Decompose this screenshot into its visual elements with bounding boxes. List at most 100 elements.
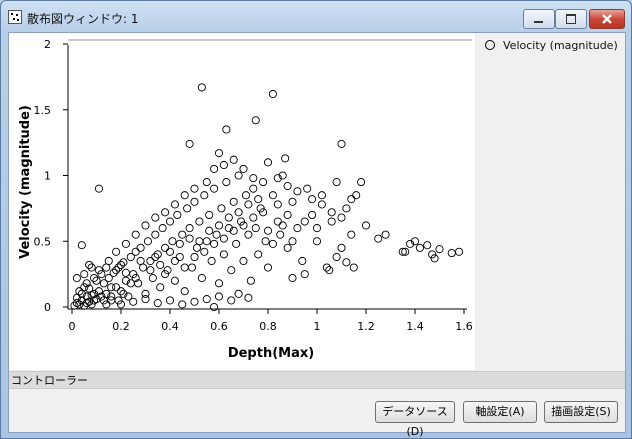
scatter-point xyxy=(210,302,219,312)
scatter-point xyxy=(124,292,133,301)
scatter-point xyxy=(273,174,282,183)
scatter-point xyxy=(102,263,111,272)
plot-area[interactable] xyxy=(9,33,475,370)
scatter-point xyxy=(197,274,206,283)
scatter-point xyxy=(337,243,346,252)
draw-settings-button[interactable]: 描画設定(S) xyxy=(544,401,618,423)
scatter-point xyxy=(112,266,121,275)
scatter-point xyxy=(229,197,238,206)
scatter-point xyxy=(72,274,81,283)
scatter-point xyxy=(104,274,113,283)
scatter-point xyxy=(234,171,243,180)
legend-label: Velocity (magnitude) xyxy=(503,39,618,52)
scatter-point xyxy=(278,221,287,230)
scatter-point xyxy=(428,250,437,259)
scatter-point xyxy=(180,287,189,296)
scatter-point xyxy=(158,224,167,233)
x-tick-label: 0.2 xyxy=(112,320,130,333)
scatter-point xyxy=(112,283,121,292)
data-source-button[interactable]: データソース(D) xyxy=(375,401,455,438)
scatter-point xyxy=(234,208,243,217)
scatter-point xyxy=(293,187,302,196)
scatter-point xyxy=(148,274,157,283)
controller-panel-header[interactable]: コントローラー xyxy=(9,371,625,389)
scatter-point xyxy=(82,299,91,308)
scatter-point xyxy=(109,268,118,277)
scatter-point xyxy=(77,241,86,250)
y-tick-label: 0 xyxy=(44,301,51,314)
scatter-point xyxy=(156,260,165,269)
scatter-point xyxy=(234,289,243,298)
scatter-point xyxy=(259,208,268,217)
scatter-point xyxy=(224,224,233,233)
scatter-point xyxy=(219,234,228,243)
scatter-point xyxy=(185,139,194,148)
scatter-point xyxy=(146,266,155,275)
scatter-point xyxy=(112,247,121,256)
scatter-point xyxy=(165,217,175,226)
scatter-point xyxy=(195,217,204,226)
scatter-point xyxy=(131,274,140,283)
minimize-icon xyxy=(534,21,543,23)
y-tick-label: 0.5 xyxy=(34,235,52,248)
scatter-point xyxy=(312,224,322,233)
scatter-point xyxy=(80,270,89,279)
scatter-point xyxy=(332,178,341,187)
scatter-point xyxy=(180,263,189,272)
x-tick-label: 0 xyxy=(69,320,76,333)
scatter-point xyxy=(85,260,94,269)
scatter-point xyxy=(175,239,184,248)
maximize-button[interactable] xyxy=(555,9,587,29)
legend-marker xyxy=(485,40,495,50)
scatter-point xyxy=(352,191,361,200)
scatter-point xyxy=(214,221,224,230)
scatter-point xyxy=(173,210,182,219)
scatter-point xyxy=(273,200,282,209)
scatter-point xyxy=(455,247,464,256)
scatter-point xyxy=(406,239,415,248)
scatter-point xyxy=(161,208,170,217)
scatter-point xyxy=(288,237,297,246)
scatter-point xyxy=(268,191,277,200)
scatter-point xyxy=(300,217,309,226)
scatter-point xyxy=(244,200,253,209)
scatter-point xyxy=(256,204,265,213)
scatter-point xyxy=(185,234,194,243)
x-tick-label: 0.4 xyxy=(161,320,179,333)
scatter-point xyxy=(141,295,150,304)
axis-settings-button[interactable]: 軸設定(A) xyxy=(463,401,537,423)
scatter-point xyxy=(337,139,346,148)
y-axis-label: Velocity (magnitude) xyxy=(18,105,33,259)
scatter-point xyxy=(190,297,199,306)
window-title: 散布図ウィンドウ: 1 xyxy=(27,12,139,26)
scatter-point xyxy=(312,237,322,246)
scatter-point xyxy=(92,276,101,285)
scatter-point xyxy=(246,276,255,285)
scatter-point xyxy=(202,295,211,304)
scatter-point xyxy=(327,217,336,226)
scatter-point xyxy=(398,247,407,256)
scatter-point xyxy=(214,279,224,288)
scatter-point xyxy=(447,249,456,258)
scatter-point xyxy=(239,221,248,230)
scatter-point xyxy=(288,197,297,206)
scatter-point xyxy=(317,200,326,209)
minimize-button[interactable] xyxy=(523,9,555,29)
x-axis-label: Depth(Max) xyxy=(228,346,314,361)
title-bar[interactable]: 散布図ウィンドウ: 1 xyxy=(1,1,631,31)
scatter-point xyxy=(197,83,206,92)
scatter-point xyxy=(129,297,138,306)
scatter-point xyxy=(143,237,152,246)
scatter-point xyxy=(236,217,246,226)
scatter-point xyxy=(254,195,263,204)
scatter-point xyxy=(283,181,292,191)
scatter-point xyxy=(97,292,106,301)
scatter-point xyxy=(136,256,145,266)
scatter-point xyxy=(87,263,96,272)
scatter-chart[interactable]: 0 0.2 0.4 0.6 0.8 1 1.2 1.4 1.6 0 0.5 1 1.5 2 Depth(M… xyxy=(9,33,475,370)
scatter-point xyxy=(222,178,231,187)
y-tick-label: 2 xyxy=(44,38,51,51)
close-button[interactable] xyxy=(589,9,625,29)
scatter-point xyxy=(116,287,126,296)
